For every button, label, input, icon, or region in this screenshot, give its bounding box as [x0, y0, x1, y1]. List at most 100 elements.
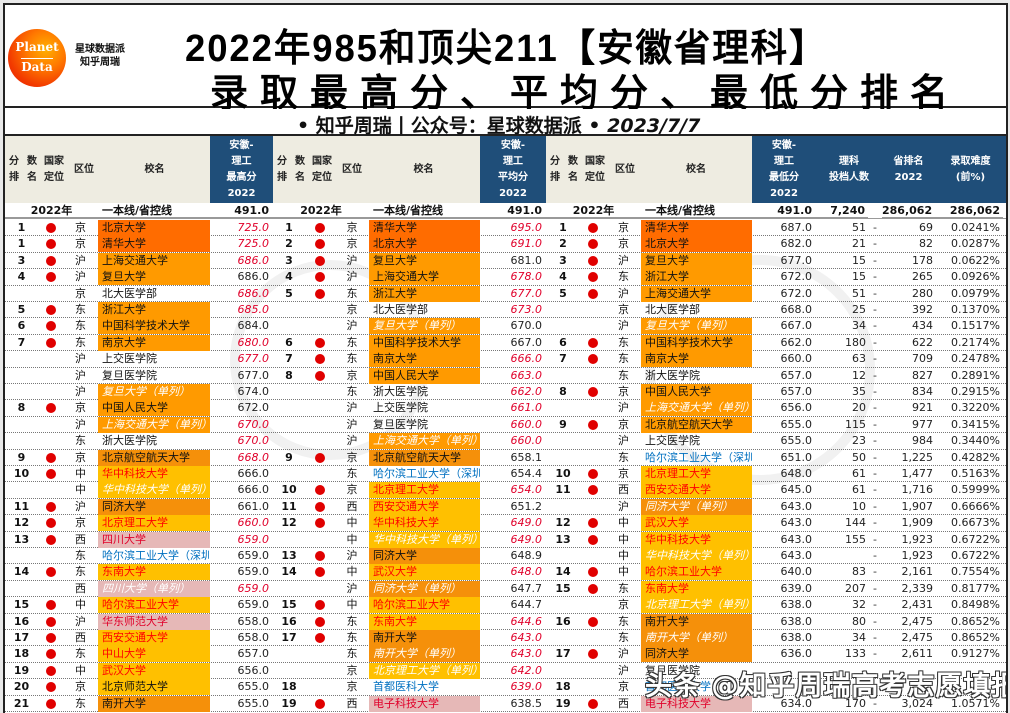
school-name-cell[interactable]: 南开大学: [98, 695, 210, 712]
school-name-cell[interactable]: 华中科技大学（单列）: [98, 482, 210, 499]
school-name-cell[interactable]: 清华大学: [98, 236, 210, 253]
school-name-cell[interactable]: 复旦大学: [641, 252, 752, 269]
school-name-cell[interactable]: 武汉大学: [98, 662, 210, 679]
school-name-cell[interactable]: 西安交通大学: [369, 498, 480, 515]
school-name-cell[interactable]: 同济大学（单列）: [641, 498, 752, 515]
school-name-cell[interactable]: 北京航空航天大学: [641, 416, 752, 433]
school-name-cell[interactable]: 哈尔滨工业大学（深圳）: [373, 467, 480, 480]
school-name-cell[interactable]: 上海交通大学: [369, 269, 480, 286]
school-name-cell[interactable]: 中国人民大学: [641, 384, 752, 400]
school-name-cell[interactable]: 浙大医学院: [645, 368, 700, 382]
school-name-cell[interactable]: 北京理工大学（单列）: [369, 662, 480, 679]
school-name-cell[interactable]: 北京大学: [641, 236, 752, 253]
school-name-cell[interactable]: 南开大学: [641, 613, 752, 630]
school-name-cell[interactable]: 清华大学: [641, 220, 752, 236]
school-name-cell[interactable]: 哈尔滨工业大学（深圳）: [102, 549, 210, 562]
school-name-cell[interactable]: 华东师范大学: [98, 613, 210, 630]
school-name-cell[interactable]: 首都医科大学: [373, 680, 439, 694]
school-name-cell[interactable]: 哈尔滨工业大学（深圳）: [645, 450, 752, 464]
school-name-cell[interactable]: 中国人民大学: [369, 367, 480, 384]
school-name-cell[interactable]: 中山大学: [98, 646, 210, 663]
school-name-cell[interactable]: 哈尔滨工业大学: [369, 597, 480, 614]
school-name-cell[interactable]: 华中科技大学（单列）: [369, 531, 480, 548]
school-name-cell[interactable]: 东南大学: [98, 564, 210, 581]
school-name-cell[interactable]: 华中科技大学（单列）: [641, 548, 752, 564]
school-name-cell[interactable]: 浙江大学: [98, 302, 210, 318]
school-name-cell[interactable]: 复旦医学院: [102, 368, 157, 382]
school-name-cell[interactable]: 武汉大学: [641, 515, 752, 532]
school-name-cell[interactable]: 南京大学: [641, 351, 752, 368]
school-name-cell[interactable]: 东南大学: [369, 613, 480, 630]
school-name-cell[interactable]: 上交医学院: [373, 401, 428, 415]
school-name-cell[interactable]: 复旦医学院: [645, 663, 700, 677]
school-name-cell[interactable]: 北京航空航天大学: [369, 449, 480, 466]
school-name-cell[interactable]: 东南大学: [641, 580, 752, 597]
school-name-cell[interactable]: 复旦大学: [98, 269, 210, 286]
school-name-cell[interactable]: 上海交通大学: [98, 252, 210, 269]
school-name-cell[interactable]: 中国科学技术大学: [641, 334, 752, 351]
school-name-cell[interactable]: 南京大学: [98, 334, 210, 351]
school-name-cell[interactable]: 清华大学: [369, 220, 480, 236]
school-name-cell[interactable]: 北京理工大学: [369, 482, 480, 499]
school-name-cell[interactable]: 中国人民大学: [98, 400, 210, 417]
school-name-cell[interactable]: 上海交通大学（单列）: [641, 400, 752, 417]
school-name-cell[interactable]: 上交医学院: [645, 434, 700, 448]
school-name-cell[interactable]: 北大医学部: [373, 303, 428, 316]
school-name-cell[interactable]: 浙江大学: [641, 269, 752, 286]
school-name-cell[interactable]: 电子科技大学: [641, 695, 752, 712]
school-name-cell[interactable]: 北大医学部: [102, 286, 157, 300]
school-name-cell[interactable]: 中国科学技术大学: [98, 318, 210, 335]
rank-cell: 8: [17, 401, 26, 415]
school-name-cell[interactable]: 电子科技大学: [369, 695, 480, 712]
school-name-cell[interactable]: 南开大学: [369, 630, 480, 646]
school-name-cell[interactable]: 北京师范大学: [98, 679, 210, 696]
province-rank-cell: 2,475: [901, 631, 934, 644]
school-name-cell[interactable]: 南开大学（单列）: [369, 646, 480, 663]
school-name-cell[interactable]: 北京理工大学: [98, 515, 210, 532]
school-name-cell[interactable]: 华中科技大学: [641, 531, 752, 548]
school-name-cell[interactable]: 南京大学: [369, 351, 480, 368]
school-name-cell[interactable]: 复旦大学（单列）: [98, 384, 210, 400]
national-cell: [305, 548, 335, 564]
school-name-cell[interactable]: 西安交通大学: [641, 482, 752, 499]
header-province-rank-line: 省排名: [893, 155, 924, 167]
school-name-cell[interactable]: 北京大学: [98, 220, 210, 236]
school-name-cell[interactable]: 南开大学（单列）: [641, 630, 752, 646]
school-name-cell[interactable]: 上海交通大学: [641, 285, 752, 302]
school-name-cell[interactable]: 哈尔滨工业大学: [98, 597, 210, 614]
region-cell: 沪: [618, 647, 629, 661]
national-cell: [580, 236, 606, 252]
school-name-cell[interactable]: 上海交通大学（单列）: [98, 416, 210, 433]
school-name-cell[interactable]: 复旦医学院: [373, 417, 428, 431]
school-name-cell[interactable]: 北京航空航天大学: [98, 449, 210, 466]
school-name-cell[interactable]: 哈尔滨工业大学: [641, 564, 752, 581]
school-name-cell[interactable]: 北京大学: [369, 236, 480, 253]
school-name-cell[interactable]: 北京理工大学: [641, 466, 752, 482]
national-cell: [580, 679, 606, 695]
school-name-cell[interactable]: 同济大学（单列）: [369, 580, 480, 597]
school-name-cell[interactable]: 上交医学院: [102, 352, 157, 366]
school-name-cell[interactable]: 同济大学: [369, 548, 480, 564]
school-name-cell[interactable]: 首都医科大学: [645, 680, 711, 694]
province-rank-cell: 1,225: [901, 450, 934, 464]
school-name-cell[interactable]: 浙江大学: [369, 285, 480, 302]
school-name-cell[interactable]: 浙大医学院: [373, 385, 428, 398]
school-name-cell[interactable]: 北京理工大学（单列）: [641, 597, 752, 614]
school-name-cell[interactable]: 西安交通大学: [98, 630, 210, 646]
school-name-cell[interactable]: 四川大学: [98, 531, 210, 548]
province-rank-cell: 834: [912, 385, 933, 398]
school-name-cell[interactable]: 复旦大学（单列）: [369, 318, 480, 335]
school-name-cell[interactable]: 同济大学: [641, 646, 752, 663]
school-name-cell[interactable]: 四川大学（单列）: [98, 580, 210, 597]
school-name-cell[interactable]: 华中科技大学: [369, 515, 480, 532]
school-name-cell[interactable]: 浙大医学院: [102, 434, 157, 448]
school-name-cell[interactable]: 同济大学: [98, 498, 210, 515]
school-name-cell[interactable]: 复旦大学: [369, 252, 480, 269]
school-name-cell[interactable]: 北大医学部: [645, 303, 700, 316]
school-name-cell[interactable]: 武汉大学: [369, 564, 480, 581]
school-name-cell[interactable]: 华中科技大学: [98, 466, 210, 482]
school-name-cell[interactable]: 中国科学技术大学: [369, 334, 480, 351]
school-name-cell[interactable]: 复旦大学（单列）: [641, 318, 752, 335]
school-name-cell[interactable]: 上海交通大学（单列）: [369, 433, 480, 450]
header-region: 区位: [74, 163, 94, 175]
